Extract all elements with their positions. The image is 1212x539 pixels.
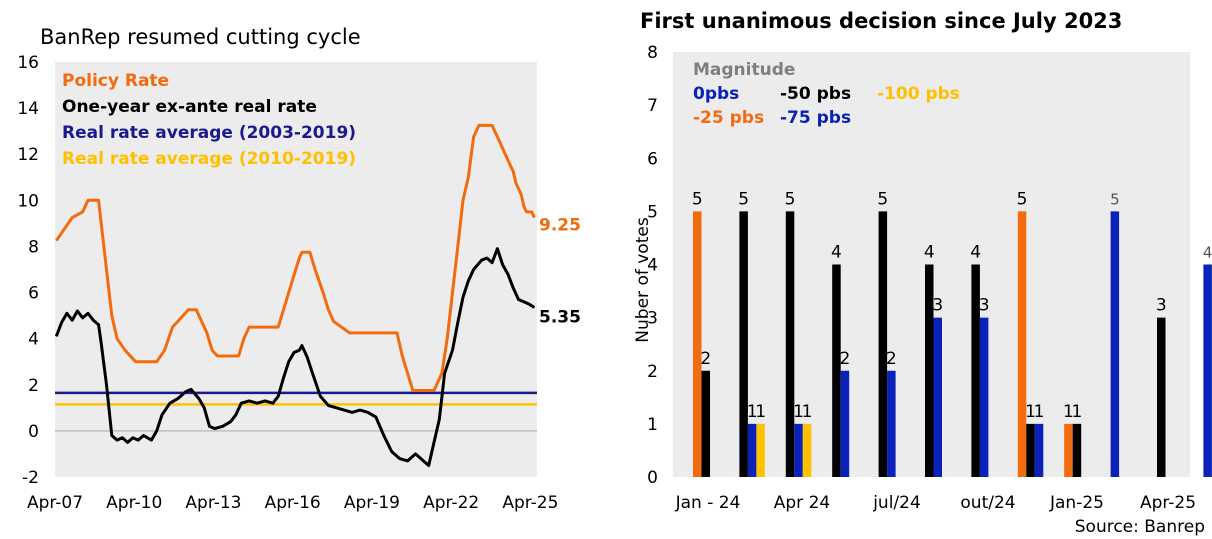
bar [739,211,748,477]
y-tick-label-left: 16 [17,53,39,73]
bar-data-label: 5 [1017,189,1028,209]
x-tick-label-right: Apr 24 [774,493,830,513]
y-axis-label-right: Nuber of votes [633,217,653,343]
legend-entry-left: One-year ex-ante real rate [62,97,317,117]
series-line [54,247,536,467]
y-tick-label-right: 3 [647,309,658,329]
bar-data-label: 5 [692,189,703,209]
bar [933,317,942,477]
x-tick-label-left: Apr-10 [106,493,162,513]
legend-entry-right: -50 pbs [780,84,851,104]
bar [971,264,980,477]
bar [701,370,710,477]
bar-data-label: 3 [932,296,943,316]
bar-data-label: 1 [1063,402,1074,422]
bar-data-label: 1 [1034,402,1045,422]
legend-entry-left: Real rate average (2010-2019) [62,149,356,169]
y-tick-label-left: 10 [17,191,39,211]
y-tick-label-left: 6 [28,284,39,304]
bar [832,264,841,477]
bar [747,423,757,477]
x-tick-label-right: Jan - 24 [675,493,741,513]
bar [1157,317,1166,477]
end-label-policy-rate: 9.25 [539,216,581,236]
x-tick-label-left: Apr-22 [423,493,479,513]
y-tick-label-left: 2 [28,376,39,396]
bar [887,370,896,477]
x-tick-label-right: jul/24 [872,493,921,513]
bar [840,370,850,477]
y-tick-label-right: 6 [647,149,658,169]
source-note: Source: Banrep [1075,517,1205,537]
bar [693,211,702,477]
bar-data-label: 2 [700,349,711,369]
x-tick-label-left: Apr-25 [502,493,558,513]
x-tick-label-left: Apr-19 [344,493,400,513]
x-tick-label-left: Apr-13 [185,493,241,513]
bar-data-label: 4 [1203,244,1212,262]
y-tick-label-right: 0 [647,468,658,488]
bar-data-label: 3 [979,296,990,316]
legend-title-right: Magnitude [693,60,795,80]
bar-data-label: 2 [840,349,851,369]
series-line [55,123,536,392]
bar [1110,211,1120,477]
bar-data-label: 1 [793,402,804,422]
x-tick-label-right: Jan-25 [1049,493,1104,513]
y-tick-label-right: 5 [647,202,658,222]
bar [756,423,765,477]
bar [1072,423,1082,477]
bar [925,264,934,477]
bar-data-label: 5 [785,189,796,209]
y-tick-label-right: 2 [647,362,658,382]
bar-data-label: 1 [802,402,813,422]
bar-data-label: 3 [1156,296,1167,316]
bar [979,317,989,477]
chart-title-right: First unanimous decision since July 2023 [640,9,1122,33]
x-tick-label-left: Apr-16 [265,493,321,513]
end-label-real-rate: 5.35 [539,308,581,328]
y-tick-label-left: 8 [28,237,39,257]
x-tick-label-right: out/24 [960,493,1015,513]
legend-entry-left: Policy Rate [62,71,169,91]
y-tick-label-right: 4 [647,256,658,276]
bar-data-label: 1 [1025,402,1036,422]
bar-data-label: 4 [970,243,981,263]
bar [878,211,888,477]
bar-data-label: 4 [831,243,842,263]
y-tick-label-right: 8 [647,43,658,63]
bar [1017,211,1027,477]
y-tick-label-right: 1 [647,415,658,435]
y-tick-label-left: 0 [28,422,39,442]
y-tick-label-left: -2 [22,468,39,488]
bar [794,423,803,477]
bar [802,423,812,477]
bar [1026,423,1035,477]
bar-data-label: 4 [924,243,935,263]
legend-entry-right: -25 pbs [693,108,764,128]
bar-data-label: 5 [877,189,888,209]
bar [1034,423,1044,477]
y-tick-label-right: 7 [647,96,658,116]
legend-entry-right: 0pbs [693,84,739,104]
bar-data-label: 5 [1110,190,1120,208]
bar-data-label: 1 [755,402,766,422]
x-tick-label-right: Apr-25 [1140,493,1196,513]
bar-data-label: 1 [1072,402,1083,422]
bar-data-label: 1 [747,402,758,422]
bar [1064,423,1073,477]
bar [1203,264,1212,477]
y-tick-label-left: 14 [17,99,39,119]
bar-data-label: 5 [738,189,749,209]
bar [785,211,795,477]
y-tick-label-left: 12 [17,145,39,165]
legend-entry-left: Real rate average (2003-2019) [62,123,356,143]
y-tick-label-left: 4 [28,330,39,350]
bar-data-label: 2 [886,349,897,369]
chart-title-left: BanRep resumed cutting cycle [40,25,361,49]
x-tick-label-left: Apr-07 [27,493,83,513]
legend-entry-right: -100 pbs [877,84,960,104]
legend-entry-right: -75 pbs [780,108,851,128]
